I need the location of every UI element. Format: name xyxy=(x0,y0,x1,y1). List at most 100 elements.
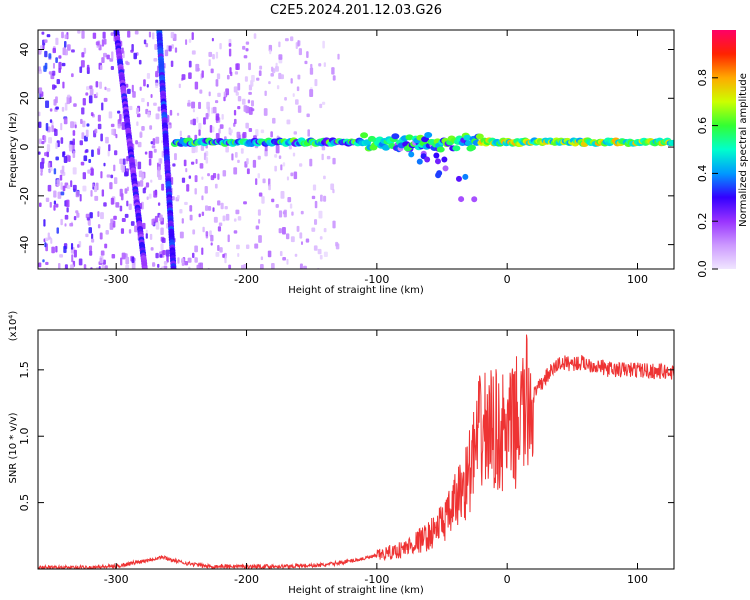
spectrogram-frame xyxy=(37,29,675,270)
heatmap-noise-cell xyxy=(95,92,99,97)
heatmap-noise-cell xyxy=(168,45,172,52)
heatmap-noise-cell xyxy=(191,146,196,154)
heatmap-noise-cell xyxy=(209,124,213,133)
heatmap-noise-cell xyxy=(237,82,241,91)
heatmap-noise-cell xyxy=(158,158,163,164)
heatmap-noise-cell xyxy=(247,99,251,104)
heatmap-noise-cell xyxy=(150,141,154,145)
heatmap-noise-cell xyxy=(95,41,100,46)
narrowband-spread-cell xyxy=(442,165,449,172)
heatmap-noise-cell xyxy=(113,164,116,172)
heatmap-noise-cell xyxy=(195,63,200,72)
diagonal-streak-cell xyxy=(141,265,148,269)
heatmap-noise-cell xyxy=(319,254,323,260)
heatmap-noise-cell xyxy=(109,182,113,190)
heatmap-noise-cell xyxy=(155,136,160,144)
heatmap-noise-cell xyxy=(113,215,117,220)
heatmap-noise-cell xyxy=(211,37,214,42)
heatmap-noise-cell xyxy=(85,129,89,138)
heatmap-noise-cell xyxy=(214,183,218,189)
snr-panel: -300 -200 -100 0 100 0.5 1.0 1.5 Height of stra… xyxy=(8,311,675,596)
heatmap-noise-cell xyxy=(268,81,271,85)
heatmap-noise-cell xyxy=(153,102,157,106)
heatmap-noise-cell xyxy=(52,62,55,69)
heatmap-noise-cell xyxy=(157,166,161,172)
heatmap-noise-cell xyxy=(42,45,45,50)
heatmap-noise-cell xyxy=(67,94,71,98)
heatmap-noise-cell xyxy=(264,90,267,97)
heatmap-noise-cell xyxy=(260,263,264,269)
heatmap-noise-cell xyxy=(89,85,93,89)
heatmap-noise-cell xyxy=(243,55,248,59)
heatmap-noise-cell xyxy=(240,148,244,154)
heatmap-noise-cell xyxy=(146,83,149,88)
heatmap-noise-cell xyxy=(279,251,283,257)
heatmap-noise-cell xyxy=(111,254,116,259)
heatmap-noise-cell xyxy=(322,40,325,49)
heatmap-noise-cell xyxy=(49,119,53,123)
heatmap-noise-cell xyxy=(75,210,79,214)
narrowband-line-cell xyxy=(464,140,473,147)
heatmap-noise-cell xyxy=(210,68,214,74)
heatmap-noise-cell xyxy=(264,145,268,152)
heatmap-noise-cell xyxy=(56,79,60,85)
heatmap-noise-cell xyxy=(113,177,118,185)
heatmap-noise-cell xyxy=(236,63,240,70)
heatmap-noise-cell xyxy=(71,254,74,263)
heatmap-noise-cell xyxy=(218,128,221,134)
heatmap-noise-cell xyxy=(195,158,198,164)
heatmap-noise-cell xyxy=(300,210,304,215)
heatmap-noise-cell xyxy=(203,117,206,125)
heatmap-noise-cell xyxy=(69,222,74,227)
heatmap-noise-cell xyxy=(281,226,286,235)
heatmap-noise-cell xyxy=(60,218,63,226)
heatmap-noise-cell xyxy=(221,114,224,120)
heatmap-noise-cell xyxy=(172,163,176,167)
heatmap-noise-cell xyxy=(119,188,123,197)
heatmap-noise-cell xyxy=(284,96,287,101)
heatmap-noise-cell xyxy=(101,264,105,269)
heatmap-noise-cell xyxy=(43,219,46,227)
heatmap-noise-cell xyxy=(240,264,244,269)
heatmap-noise-cell xyxy=(185,168,188,173)
narrowband-spread-cell xyxy=(424,156,431,163)
heatmap-noise-cell xyxy=(67,44,71,51)
heatmap-noise-cell xyxy=(184,261,189,266)
heatmap-noise-cell xyxy=(194,188,197,195)
heatmap-noise-cell xyxy=(148,31,152,38)
heatmap-noise-cell xyxy=(73,216,77,221)
heatmap-noise-cell xyxy=(61,106,65,112)
heatmap-noise-cell xyxy=(56,227,59,234)
heatmap-noise-cell xyxy=(286,176,289,181)
heatmap-noise-cell xyxy=(204,185,208,194)
heatmap-noise-cell xyxy=(243,105,248,112)
heatmap-noise-cell xyxy=(85,213,90,219)
heatmap-noise-cell xyxy=(285,233,290,240)
heatmap-noise-cell xyxy=(99,257,103,263)
heatmap-noise-cell xyxy=(177,268,180,269)
heatmap-noise-cell xyxy=(304,60,308,65)
heatmap-noise-cell xyxy=(152,138,156,146)
heatmap-noise-cell xyxy=(205,156,209,164)
heatmap-noise-cell xyxy=(170,176,174,185)
heatmap-noise-cell xyxy=(274,66,279,72)
heatmap-noise-cell xyxy=(50,238,53,244)
x-tick-label: -100 xyxy=(364,573,389,586)
heatmap-noise-cell xyxy=(64,49,68,56)
heatmap-noise-cell xyxy=(215,132,220,140)
heatmap-noise-cell xyxy=(64,102,68,111)
heatmap-noise-cell xyxy=(82,172,86,180)
heatmap-noise-cell xyxy=(259,65,263,70)
heatmap-noise-cell xyxy=(201,195,204,201)
heatmap-noise-cell xyxy=(45,100,50,109)
heatmap-noise-cell xyxy=(246,168,250,175)
heatmap-noise-cell xyxy=(296,225,300,232)
heatmap-noise-cell xyxy=(80,161,85,166)
heatmap-noise-cell xyxy=(86,64,90,71)
snr-x-label: Height of straight line (km) xyxy=(288,585,424,596)
x-tick-label: -200 xyxy=(234,573,259,586)
heatmap-noise-cell xyxy=(81,107,85,115)
heatmap-noise-cell xyxy=(56,179,61,186)
heatmap-noise-cell xyxy=(296,86,300,92)
